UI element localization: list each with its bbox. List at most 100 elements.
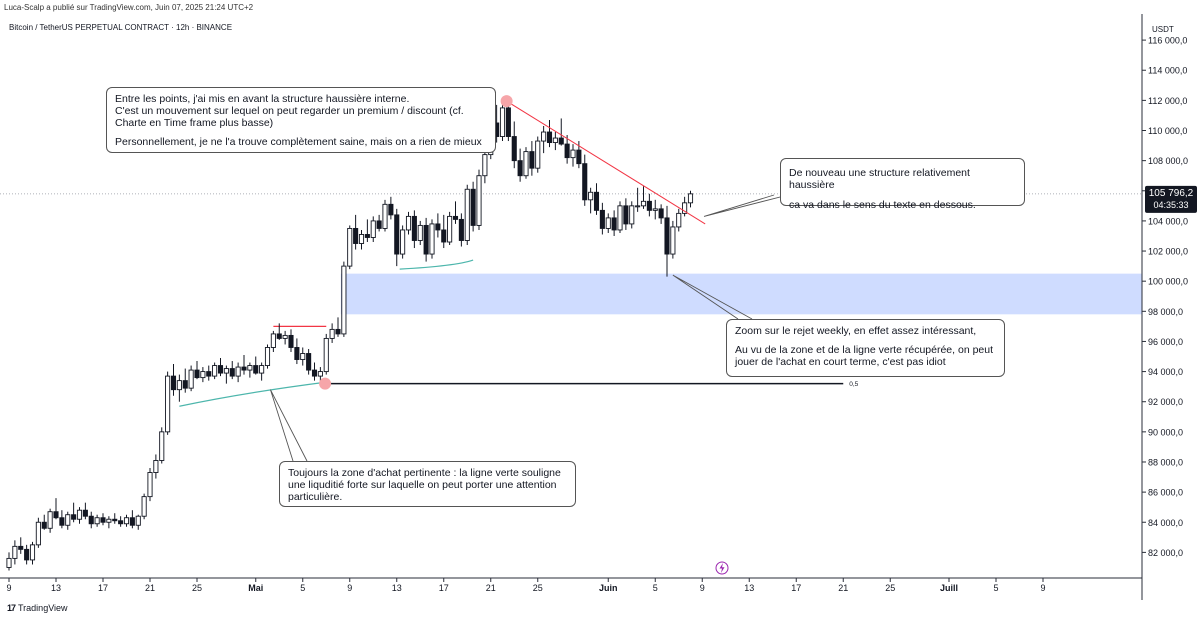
candle-body-up xyxy=(223,368,229,374)
x-tick-label: 9 xyxy=(347,583,352,593)
note-text: ca va dans le sens du texte en dessous. xyxy=(789,199,976,211)
candle xyxy=(529,141,535,176)
candle xyxy=(599,202,605,235)
candle xyxy=(341,261,347,337)
y-tick-label: 86 000,0 xyxy=(1148,488,1183,498)
candle-body-down xyxy=(411,215,417,241)
candle-body-up xyxy=(153,460,159,473)
x-tick-label: 5 xyxy=(300,583,305,593)
candle xyxy=(640,186,647,209)
candle xyxy=(499,101,506,142)
event-icon-bolt xyxy=(719,563,725,573)
candle-body-down xyxy=(458,218,464,241)
candle xyxy=(100,513,106,526)
candle-body-down xyxy=(253,365,259,374)
swing-high-marker xyxy=(500,95,513,108)
candle xyxy=(47,508,53,533)
candle-body-down xyxy=(88,515,94,525)
note-text: Au vu de la zone et de la ligne verte ré… xyxy=(735,344,994,368)
y-tick-label: 102 000,0 xyxy=(1148,247,1188,257)
candle-body-down xyxy=(276,333,282,339)
callout-pointer xyxy=(703,194,789,217)
x-tick-label: 21 xyxy=(838,583,848,593)
candle xyxy=(200,367,206,383)
candle xyxy=(147,468,153,502)
candle-body-down xyxy=(593,191,600,211)
candle-body-up xyxy=(676,212,682,228)
candle xyxy=(552,132,558,151)
candle-body-up xyxy=(123,517,130,525)
candle xyxy=(288,329,294,352)
candle xyxy=(165,371,171,435)
candle-body-down xyxy=(170,375,177,391)
candle-body-up xyxy=(552,137,558,144)
candle xyxy=(153,454,159,479)
tradingview-logo[interactable]: 17 TradingView xyxy=(7,603,68,613)
candle-body-down xyxy=(505,107,511,137)
candle-body-up xyxy=(535,140,541,169)
candle-body-up xyxy=(499,107,506,137)
candle-body-up xyxy=(447,215,453,243)
x-tick-label: Juin xyxy=(599,583,618,593)
note-text: De nouveau une structure relativement ha… xyxy=(789,167,970,191)
candle xyxy=(593,183,600,215)
candle-body-down xyxy=(376,220,382,229)
candle xyxy=(447,211,453,246)
candle xyxy=(129,510,135,529)
candle-body-up xyxy=(682,202,688,214)
candle-body-up xyxy=(188,369,194,389)
candle xyxy=(405,211,412,235)
candle xyxy=(35,517,41,548)
candle xyxy=(24,544,30,565)
candle xyxy=(323,333,329,375)
x-tick-label: 5 xyxy=(993,583,998,593)
candle xyxy=(41,514,47,530)
note-text: Entre les points, j'ai mis en avant la s… xyxy=(115,93,464,129)
candle-body-up xyxy=(629,205,635,225)
candle-body-up xyxy=(482,154,488,177)
candle-body-down xyxy=(241,366,247,371)
candle-body-up xyxy=(323,337,329,373)
demand-zone xyxy=(340,273,1142,315)
candle xyxy=(141,493,147,520)
last-price-badge xyxy=(1145,185,1197,213)
candle xyxy=(29,541,36,565)
candle xyxy=(106,516,112,529)
candle xyxy=(588,187,594,214)
y-tick-label: 112 000,0 xyxy=(1148,96,1187,106)
candle-body-down xyxy=(41,521,47,529)
candle-body-up xyxy=(670,226,676,255)
candle-body-up xyxy=(47,511,53,529)
fib-level-label: 0,5 xyxy=(849,381,858,388)
candle-body-down xyxy=(100,517,106,523)
candle xyxy=(658,204,664,224)
x-tick-label: 13 xyxy=(744,583,754,593)
candle-body-up xyxy=(429,223,435,255)
candle xyxy=(335,317,341,337)
candle-body-up xyxy=(135,515,141,526)
candle-body-down xyxy=(511,136,517,162)
candle-body-down xyxy=(452,215,459,220)
annotation-buy-zone[interactable]: Toujours la zone d'achat pertinente : la… xyxy=(279,461,576,507)
candle-body-up xyxy=(347,227,353,267)
annotation-bullish-structure[interactable]: De nouveau une structure relativement ha… xyxy=(780,158,1025,211)
candle xyxy=(535,136,541,173)
candle-body-up xyxy=(165,375,171,433)
candle xyxy=(370,216,376,243)
y-tick-label: 90 000,0 xyxy=(1148,427,1183,437)
annotation-internal-structure[interactable]: Entre les points, j'ai mis en avant la s… xyxy=(106,87,496,153)
candle xyxy=(411,210,417,249)
note-text: Zoom sur le rejet weekly, en effet assez… xyxy=(735,325,977,337)
y-tick-label: 84 000,0 xyxy=(1148,518,1183,528)
candle-body-up xyxy=(29,544,36,561)
symbol-title: Bitcoin / TetherUS PERPETUAL CONTRACT · … xyxy=(9,23,233,32)
annotation-weekly-rejection[interactable]: Zoom sur le rejet weekly, en effet assez… xyxy=(726,319,1005,377)
y-tick-label: 82 000,0 xyxy=(1148,548,1183,558)
x-tick-label: Mai xyxy=(248,583,263,593)
candle xyxy=(182,368,188,393)
candle-body-down xyxy=(59,517,65,526)
candle-body-up xyxy=(6,557,12,568)
candle xyxy=(523,147,529,179)
candle xyxy=(611,210,617,236)
